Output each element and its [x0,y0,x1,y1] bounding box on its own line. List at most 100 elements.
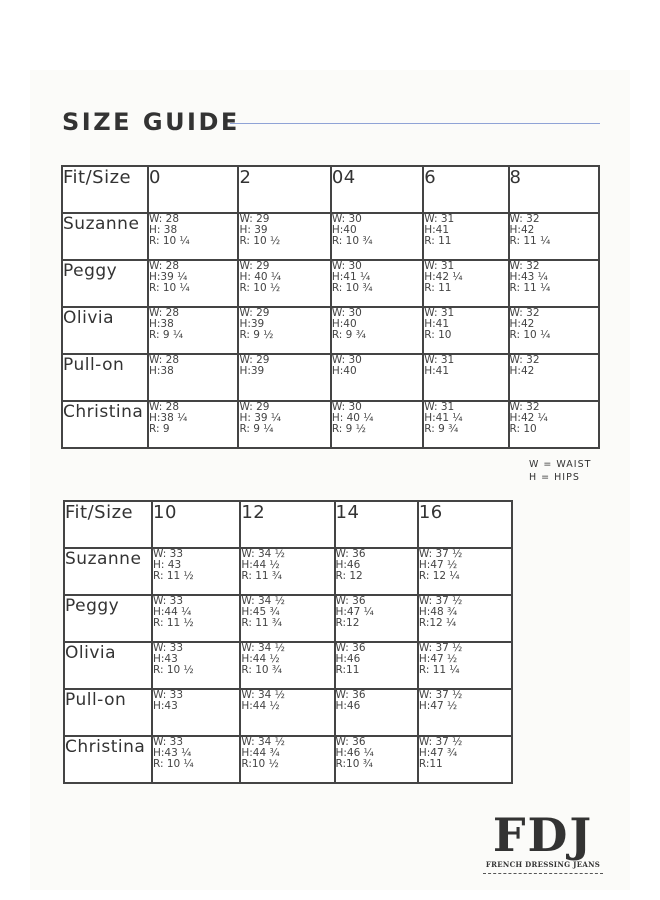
measurement-line: R: 11 ¾ [241,570,283,582]
measurement-line: W: 30 [331,307,362,319]
size-header: 16 [416,500,514,549]
measurement-line: W: 33 [153,548,184,560]
measurement-line: R: 11 ¼ [509,282,551,294]
measurement-line: W: 28 [149,401,180,413]
measurement-line: R:11 [418,758,443,770]
measurement-line: R: 10 ¼ [153,758,194,770]
measurement-line: W: 32 [509,260,540,272]
size-header: 10 [150,500,242,549]
fit-name: Pull-on [63,688,153,737]
table-row: Christina W: 28 H:38 ¼ R: 9 W: 29 H: 39 ¼ R: 9… [61,400,601,449]
measurement-line: W: 30 [331,401,362,413]
measurement-line: W: 37 ½ [418,548,463,560]
measurement-line: H: 43 [153,559,182,571]
measurement-line: W: 36 [335,736,366,748]
fit-name: Pull-on [61,353,149,402]
measurement-line: H:41 ¼ [424,412,463,424]
fdj-logo: FDJ FRENCH DRESSING JEANS [483,810,603,874]
measurement-line: H:46 [335,559,361,571]
measurement-cell: W: 33 H:44 ¼ R: 11 ½ [150,594,242,643]
measurement-line: H:40 [331,365,357,377]
measurement-line: W: 36 [335,548,366,560]
measurement-line: W: 31 [424,401,455,413]
size-header: 6 [422,165,510,214]
size-header: 2 [237,165,332,214]
measurement-line: W: 30 [331,213,362,225]
fit-name: Olivia [61,306,149,355]
measurement-line: R: 9 ¼ [149,329,184,341]
measurement-cell: W: 36 H:46 [333,688,419,737]
measurement-cell: W: 30 H:41 ¼ R: 10 ¾ [329,259,425,308]
measurement-cell: W: 30 H:40 [329,353,425,402]
measurement-line: R: 9 ¼ [239,423,274,435]
logo-tagline: FRENCH DRESSING JEANS [485,860,601,869]
measurement-cell: W: 36 H:47 ¼ R:12 [333,594,419,643]
measurement-line: W: 30 [331,260,362,272]
measurement-cell: W: 36 H:46 R: 12 [333,547,419,596]
measurement-cell: W: 34 ½ H:45 ¾ R: 11 ¾ [239,594,336,643]
measurement-line: R: 10 ¾ [241,664,283,676]
measurement-cell: W: 37 ½ H:47 ¾ R:11 [416,735,514,784]
legend: W = WAIST H = HIPS [529,458,591,484]
measurement-line: H:45 ¾ [241,606,280,618]
title-divider [230,123,600,124]
size-header: 04 [329,165,425,214]
measurement-line: R: 12 ¼ [418,570,460,582]
measurement-line: H:39 [239,365,265,377]
measurement-line: W: 28 [149,213,180,225]
measurement-line: H:46 ¼ [335,747,374,759]
measurement-line: R:11 [335,664,360,676]
measurement-line: W: 32 [509,213,540,225]
measurement-line: W: 34 ½ [241,689,285,701]
measurement-line: R: 11 ½ [153,617,194,629]
measurement-cell: W: 34 ½ H:44 ¾ R:10 ½ [239,735,336,784]
measurement-line: W: 28 [149,354,180,366]
fit-name: Peggy [61,259,149,308]
measurement-line: H:42 ¼ [424,271,463,283]
measurement-line: W: 31 [424,354,455,366]
fit-size-header: Fit/Size [63,500,153,549]
measurement-line: R: 10 ½ [153,664,194,676]
table-row: Peggy W: 28 H:39 ¼ R: 10 ¼ W: 29 H: 40 ¼ R: 10… [61,259,601,308]
measurement-cell: W: 31 H:42 ¼ R: 11 [422,259,510,308]
measurement-line: R: 10 ¼ [149,282,190,294]
measurement-line: H:39 [239,318,265,330]
legend-waist: W = WAIST [529,459,592,470]
measurement-line: W: 31 [424,213,455,225]
measurement-line: W: 33 [153,689,184,701]
table-row: Pull-on W: 28 H:38 W: 29 H:39 W: 30 H:40 W: 31 H… [61,353,601,402]
measurement-cell: W: 31 H:41 ¼ R: 9 ¾ [422,400,510,449]
measurement-cell: W: 29 H: 40 ¼ R: 10 ½ [237,259,332,308]
table-row: Suzanne W: 33 H: 43 R: 11 ½ W: 34 ½ H:44 ½ R: … [63,547,514,596]
size-header: 0 [146,165,240,214]
measurement-line: R: 9 ½ [331,423,366,435]
measurement-line: H: 40 ¼ [331,412,374,424]
measurement-line: R: 11 [424,235,452,247]
measurement-line: R: 10 ¼ [149,235,190,247]
measurement-line: H: 40 ¼ [239,271,282,283]
measurement-line: W: 28 [149,260,180,272]
size-header: 12 [239,500,336,549]
measurement-line: R: 9 ¾ [331,329,366,341]
measurement-cell: W: 30 H:40 R: 9 ¾ [329,306,425,355]
size-header: 14 [333,500,419,549]
measurement-line: R: 10 ½ [239,282,281,294]
measurement-line: H: 39 ¼ [239,412,282,424]
measurement-line: H:44 ¼ [153,606,192,618]
measurement-line: W: 37 ½ [418,595,463,607]
size-header: 8 [507,165,601,214]
measurement-line: W: 31 [424,260,455,272]
measurement-line: W: 36 [335,642,366,654]
measurement-line: H:43 ¼ [509,271,548,283]
measurement-line: W: 31 [424,307,455,319]
measurement-cell: W: 34 ½ H:44 ½ [239,688,336,737]
measurement-line: R: 10 [424,329,452,341]
measurement-line: W: 28 [149,307,180,319]
measurement-cell: W: 33 H:43 R: 10 ½ [150,641,242,690]
measurement-line: R: 9 ½ [239,329,274,341]
measurement-line: W: 37 ½ [418,642,463,654]
measurement-cell: W: 33 H: 43 R: 11 ½ [150,547,242,596]
measurement-line: H:44 ¾ [241,747,280,759]
table-row: Peggy W: 33 H:44 ¼ R: 11 ½ W: 34 ½ H:45 ¾ R: 1… [63,594,514,643]
header-row: Fit/Size 10 12 14 16 [63,500,514,549]
